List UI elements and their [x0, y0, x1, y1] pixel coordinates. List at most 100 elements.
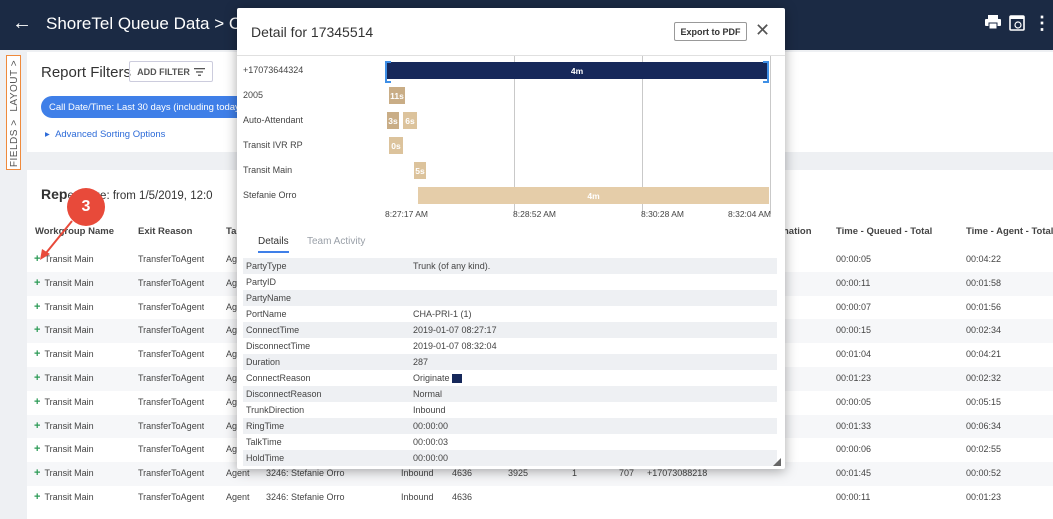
detail-value: 287	[413, 357, 428, 367]
detail-row: Duration 287	[243, 354, 777, 370]
cell-time-queued: 00:00:11	[836, 492, 871, 502]
timeline-bar[interactable]: 11s	[389, 87, 405, 104]
detail-key: PartyType	[246, 261, 287, 271]
timeline-bar[interactable]: 4m	[418, 187, 769, 204]
expand-row-icon[interactable]: +	[34, 372, 41, 384]
cell-workgroup: + Transit Main	[34, 248, 94, 272]
detail-row: TalkTime 00:00:03	[243, 434, 777, 450]
table-row[interactable]: + Transit Main TransferToAgent Ag 00:00:07 00…	[27, 296, 1053, 320]
detail-row: RingTime 00:00:00	[243, 418, 777, 434]
cell-exit-reason: TransferToAgent	[138, 468, 205, 479]
timeline-bar[interactable]: 4m	[387, 62, 767, 79]
detail-value-text: 00:00:00	[413, 421, 449, 431]
cell-exit-reason: TransferToAgent	[138, 444, 205, 455]
timeline-lane-label: 2005	[243, 90, 264, 100]
detail-key: DisconnectTime	[246, 341, 311, 351]
modal-tabs: Details Team Activity	[237, 228, 785, 256]
cell-direction: Inbound	[401, 468, 434, 479]
expand-row-icon[interactable]: +	[34, 276, 41, 289]
cell-target-type: Ag	[226, 254, 238, 264]
cell-caller: +17073088218	[647, 468, 708, 479]
timeline-lane-label: Auto-Attendant	[243, 115, 304, 125]
export-pdf-button[interactable]: Export to PDF	[674, 22, 747, 41]
close-icon[interactable]: ✕	[755, 20, 771, 40]
detail-row: ConnectTime 2019-01-07 08:27:17	[243, 322, 777, 338]
back-arrow-icon[interactable]: ←	[12, 12, 32, 34]
col-workgroup-name[interactable]: Workgroup Name	[35, 226, 115, 237]
date-filter-chip[interactable]: Call Date/Time: Last 30 days (including …	[41, 96, 251, 118]
detail-value: CHA-PRI-1 (1)	[413, 309, 472, 319]
timeline-gridline	[770, 56, 771, 214]
table-row[interactable]: + Transit Main TransferToAgent Ag 00:00:05 00…	[27, 391, 1053, 415]
expand-row-icon[interactable]: +	[34, 348, 41, 361]
expand-row-icon[interactable]: +	[34, 300, 41, 313]
workgroup-name: Transit Main	[44, 468, 94, 479]
timeline-lane-label: Transit IVR RP	[243, 140, 303, 150]
workgroup-name: Transit Main	[44, 444, 94, 455]
modal-divider	[237, 55, 785, 56]
expand-row-icon[interactable]: +	[34, 419, 41, 432]
expand-row-icon[interactable]: +	[34, 324, 41, 337]
advanced-sorting-link[interactable]: ▸ Advanced Sorting Options	[45, 129, 166, 140]
timeline-bar[interactable]: 5s	[414, 162, 426, 179]
col-time-agent-total[interactable]: Time - Agent - Total	[966, 226, 1053, 237]
detail-value-text: 287	[413, 357, 429, 367]
expand-row-icon[interactable]: +	[34, 443, 41, 456]
layout-tab[interactable]: LAYOUT >	[9, 59, 20, 112]
cell-target-type: Ag	[226, 301, 238, 312]
side-tabs[interactable]: FIELDS > LAYOUT >	[6, 55, 21, 170]
cell-agent: 3246: Stefanie Orro	[266, 468, 345, 479]
detail-key: PartyID	[246, 277, 277, 287]
col-time-queued-total[interactable]: Time - Queued - Total	[836, 226, 933, 237]
step-badge: 3	[67, 188, 105, 226]
detail-row: DisconnectTime 2019-01-07 08:32:04	[243, 338, 777, 354]
timeline-tick-label: 8:30:28 AM	[641, 209, 685, 219]
cell-exit-reason: TransferToAgent	[138, 301, 205, 312]
table-row[interactable]: + Transit Main TransferToAgent Ag 00:00:06 00…	[27, 438, 1053, 462]
add-filter-button[interactable]: ADD FILTER	[129, 61, 213, 82]
expand-row-icon[interactable]: +	[34, 395, 41, 408]
table-row[interactable]: + Transit Main TransferToAgent Ag 00:01:04 00…	[27, 343, 1053, 367]
expand-row-icon[interactable]: +	[34, 253, 41, 265]
cell-target-type: Agent	[226, 468, 250, 479]
cell-time-agent: 00:01:58	[966, 277, 1002, 288]
range-handle-right[interactable]	[763, 61, 769, 83]
detail-key: HoldTime	[246, 453, 285, 463]
cell-time-queued: 00:00:05	[836, 254, 872, 264]
range-handle-left[interactable]	[385, 61, 391, 83]
col-destination[interactable]: nation	[783, 226, 812, 237]
cell-workgroup: + Transit Main	[34, 486, 94, 510]
detail-key: RingTime	[246, 421, 285, 431]
tab-team-activity[interactable]: Team Activity	[307, 236, 366, 247]
cell-target-type: Ag	[226, 349, 238, 360]
more-vert-icon[interactable]: ⋮	[1033, 13, 1051, 33]
detail-key: PartyName	[246, 293, 292, 303]
detail-key: TrunkDirection	[246, 405, 305, 415]
detail-value: Trunk (of any kind).	[413, 261, 490, 271]
cell-dnis: 3925	[508, 468, 529, 479]
table-row[interactable]: + Transit Main TransferToAgent Ag 00:00:05 00…	[27, 248, 1053, 272]
schedule-icon[interactable]	[1009, 13, 1025, 31]
table-row[interactable]: + Transit Main TransferToAgent Agent 3246: S…	[27, 486, 1053, 510]
timeline-bar[interactable]: 3s	[387, 112, 399, 129]
timeline-bar[interactable]: 6s	[403, 112, 417, 129]
cell-target-type: Ag	[226, 373, 238, 383]
cell-direction: Inbound	[401, 492, 434, 502]
cell-exit-reason: TransferToAgent	[138, 396, 205, 407]
cell-time-queued: 00:00:11	[836, 277, 871, 288]
expand-row-icon[interactable]: +	[34, 491, 41, 503]
detail-value-text: Originate	[413, 373, 450, 383]
expand-row-icon[interactable]: +	[34, 467, 41, 480]
resize-handle-icon[interactable]	[773, 458, 781, 466]
fields-tab[interactable]: FIELDS >	[9, 119, 20, 168]
cell-time-queued: 00:00:06	[836, 444, 872, 455]
print-icon[interactable]	[985, 15, 1001, 29]
color-swatch	[451, 374, 462, 384]
cell-workgroup: + Transit Main	[34, 343, 94, 367]
workgroup-name: Transit Main	[44, 301, 94, 312]
report-date-range: e range: from 1/5/2019, 12:0	[67, 190, 213, 202]
timeline-bar[interactable]: 0s	[389, 137, 403, 154]
tab-details[interactable]: Details	[258, 236, 289, 253]
cell-ext: 4636	[452, 492, 473, 502]
col-exit-reason[interactable]: Exit Reason	[138, 226, 193, 237]
